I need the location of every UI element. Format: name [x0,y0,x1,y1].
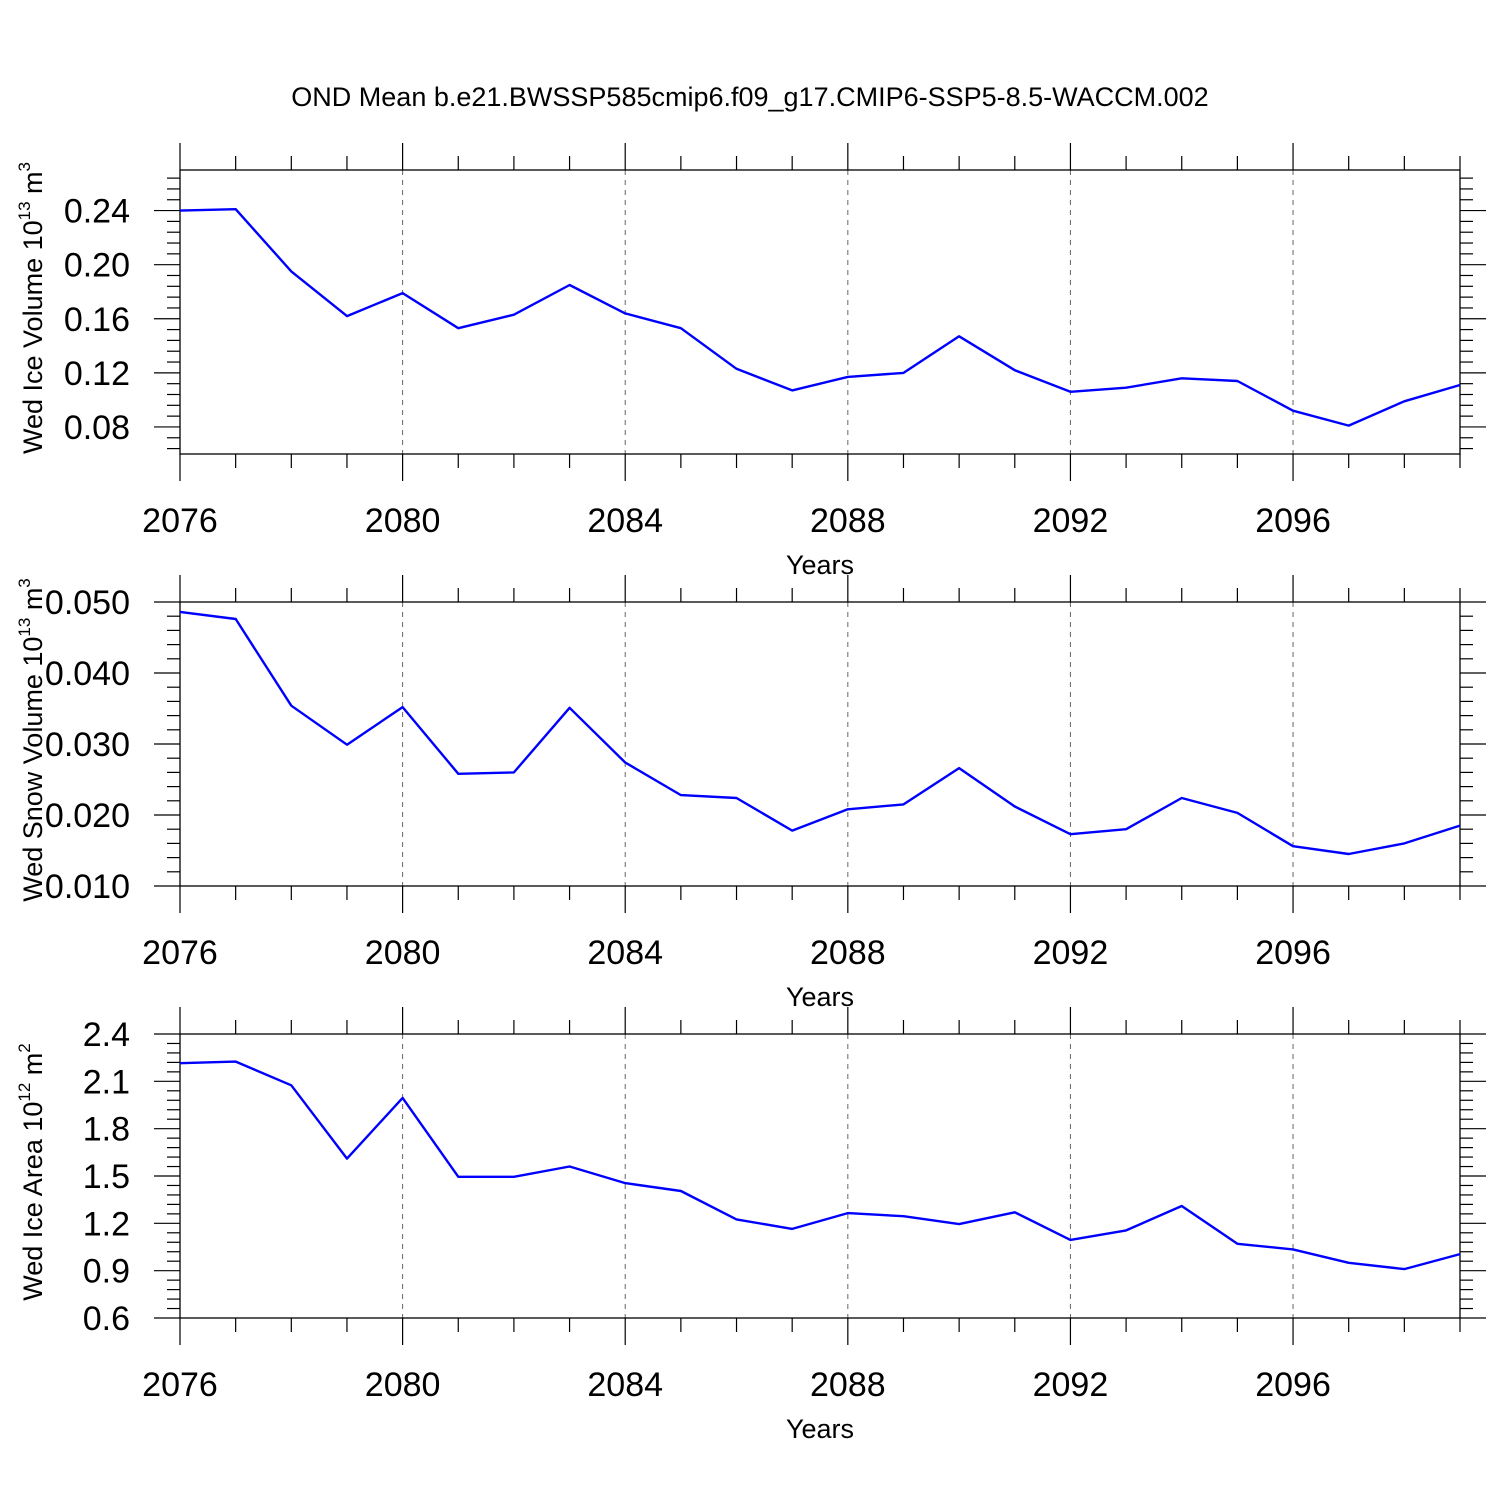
y-tick-label: 0.20 [64,247,130,285]
panels: 2076 2080 2084 2088 2092 2096 0.08 0.12 0.16 0.20… [15,143,1486,1444]
y-tick-label: 1.2 [83,1205,130,1243]
x-tick-label: 2076 [142,1366,218,1404]
panel-3: 2076 2080 2084 2088 2092 2096 0.6 0.9 1.2 1.5 1.8 2… [15,1007,1486,1444]
x-tick-label: 2076 [142,502,218,540]
x-tick-label: 2088 [810,1366,886,1404]
plot-frame [179,1033,1461,1319]
plot-frame [179,601,1461,887]
y-axis-label-unit: m [18,171,48,201]
y-axis-label-exponent: 13 [15,201,34,220]
x-tick-label: 2092 [1033,934,1109,972]
series-line [179,610,1461,856]
x-tick-label: 2092 [1033,1366,1109,1404]
panel-1: 2076 2080 2084 2088 2092 2096 0.08 0.12 0.16 0.20… [15,143,1486,580]
x-tick-label: 2096 [1255,502,1331,540]
y-tick-label: 0.040 [45,655,130,693]
y-tick-label: 0.08 [64,409,130,447]
y-axis-label-unit-exponent: 3 [15,578,34,587]
y-axis-label-exponent: 12 [15,1083,34,1102]
y-axis-label: Wed Ice Volume 1013 m3 [15,162,48,454]
y-tick-label: 0.030 [45,726,130,764]
panel-2: 2076 2080 2084 2088 2092 2096 0.010 0.020 0.030 0… [15,575,1486,1012]
x-tick-label: 2084 [587,934,663,972]
y-tick-label: 0.050 [45,584,130,622]
y-axis-label-text: Wed Ice Volume 10 [18,220,48,454]
y-tick-label: 0.020 [45,797,130,835]
y-axis-label-exponent: 13 [15,618,34,637]
y-tick-label: 0.9 [83,1253,130,1291]
x-tick-label: 2096 [1255,1366,1331,1404]
x-tick-label: 2092 [1033,502,1109,540]
plot-frame [179,169,1461,455]
y-tick-label: 1.8 [83,1111,130,1149]
y-axis-label-unit: m [18,1053,48,1083]
y-axis-label-unit: m [18,588,48,618]
y-tick-label: 0.24 [64,193,130,231]
x-tick-label: 2080 [365,1366,441,1404]
x-tick-label: 2084 [587,502,663,540]
x-tick-label: 2088 [810,502,886,540]
y-tick-label: 0.010 [45,868,130,906]
x-tick-label: 2076 [142,934,218,972]
x-tick-label: 2080 [365,934,441,972]
x-tick-label: 2088 [810,934,886,972]
x-tick-label: 2096 [1255,934,1331,972]
x-axis-label: Years [786,982,854,1012]
x-tick-label: 2084 [587,1366,663,1404]
y-tick-label: 0.6 [83,1300,130,1338]
x-axis-label: Years [786,550,854,580]
series-line [179,1060,1461,1271]
y-axis-label-text: Wed Ice Area 10 [18,1102,48,1301]
y-tick-label: 1.5 [83,1158,130,1196]
y-axis-label-text: Wed Snow Volume 10 [18,637,48,902]
series-line [179,207,1461,427]
chart-title: OND Mean b.e21.BWSSP585cmip6.f09_g17.CMI… [291,82,1208,112]
x-axis-label: Years [786,1414,854,1444]
y-tick-label: 0.16 [64,301,130,339]
y-axis-label: Wed Ice Area 1012 m2 [15,1043,48,1301]
x-tick-label: 2080 [365,502,441,540]
y-axis-label-unit-exponent: 2 [15,1043,34,1052]
y-tick-label: 2.1 [83,1063,130,1101]
y-tick-label: 0.12 [64,355,130,393]
y-axis-label: Wed Snow Volume 1013 m3 [15,578,48,902]
y-tick-label: 2.4 [83,1016,130,1054]
y-axis-label-unit-exponent: 3 [15,162,34,171]
